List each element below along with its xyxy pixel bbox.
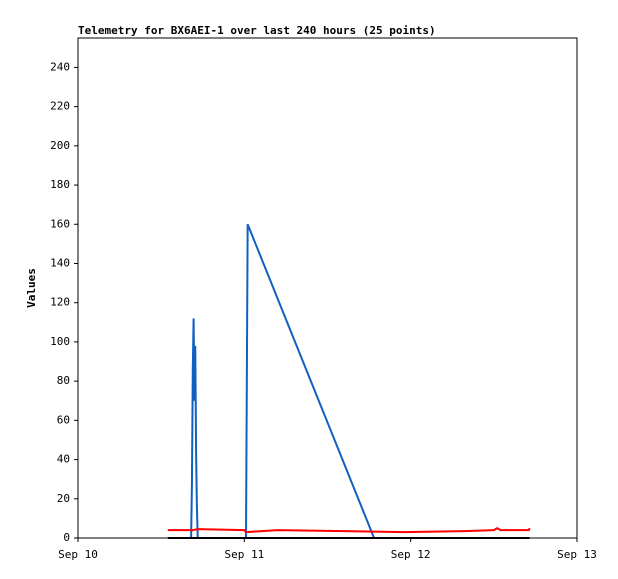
y-tick-label: 20 <box>57 492 70 505</box>
x-tick-label: Sep 12 <box>391 548 431 561</box>
x-tick-label: Sep 10 <box>58 548 98 561</box>
y-tick-label: 120 <box>50 296 70 309</box>
y-axis-label: Values <box>25 268 38 308</box>
y-tick-label: 0 <box>63 531 70 544</box>
y-tick-label: 140 <box>50 256 70 269</box>
series-line <box>167 527 531 534</box>
chart-title: Telemetry for BX6AEI-1 over last 240 hou… <box>78 24 436 37</box>
y-tick-label: 80 <box>57 374 70 387</box>
y-tick-label: 220 <box>50 100 70 113</box>
y-tick-label: 60 <box>57 413 70 426</box>
x-tick-label: Sep 13 <box>557 548 597 561</box>
y-tick-label: 40 <box>57 453 70 466</box>
y-tick-label: 200 <box>50 139 70 152</box>
y-tick-label: 180 <box>50 178 70 191</box>
y-tick-label: 100 <box>50 335 70 348</box>
y-tick-label: 160 <box>50 217 70 230</box>
y-tick-label: 240 <box>50 60 70 73</box>
x-tick-label: Sep 11 <box>224 548 264 561</box>
